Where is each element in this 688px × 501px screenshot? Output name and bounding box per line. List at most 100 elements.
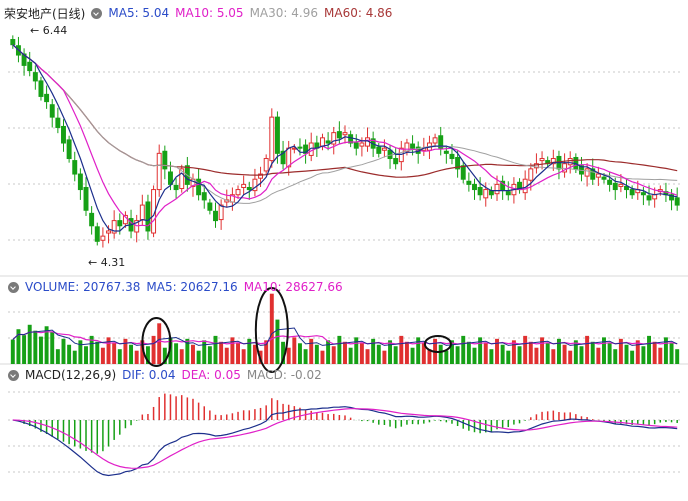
volume-bar bbox=[10, 339, 15, 364]
volume-bar bbox=[207, 346, 212, 364]
volume-bar bbox=[275, 319, 280, 364]
volume-bar bbox=[511, 340, 516, 364]
candle-body bbox=[218, 204, 224, 221]
volume-bar bbox=[185, 338, 190, 364]
volume-bar bbox=[545, 343, 550, 364]
candle-body bbox=[500, 180, 506, 191]
volume-bar bbox=[618, 338, 623, 364]
volume-bar bbox=[112, 343, 117, 364]
candle-body bbox=[410, 143, 416, 149]
volume-bar bbox=[55, 349, 60, 364]
volume-bar bbox=[528, 341, 533, 364]
candle-body bbox=[348, 134, 354, 144]
candle-body bbox=[674, 197, 680, 206]
volume-bar bbox=[337, 335, 342, 364]
candle-body bbox=[49, 104, 55, 118]
candle-body bbox=[652, 194, 658, 200]
volume-bar bbox=[585, 335, 590, 364]
candle-body bbox=[89, 212, 95, 227]
candle-body bbox=[201, 192, 207, 201]
volume-bar bbox=[179, 349, 184, 364]
volume-ma5-label: MA5: 20627.16 bbox=[146, 280, 238, 294]
ma5-label: MA5: 5.04 bbox=[108, 6, 170, 20]
candle-body bbox=[72, 160, 78, 175]
volume-bar bbox=[224, 347, 229, 364]
volume-highlight-ellipse bbox=[423, 335, 452, 353]
volume-bar bbox=[495, 338, 499, 364]
candle-body bbox=[297, 146, 303, 149]
candle-body bbox=[27, 61, 33, 72]
candle-body bbox=[241, 183, 247, 188]
candle-body bbox=[387, 149, 393, 160]
candle-body bbox=[432, 137, 438, 144]
volume-bar bbox=[281, 341, 286, 364]
volume-dropdown-icon[interactable] bbox=[8, 281, 19, 293]
volume-bar bbox=[376, 344, 381, 364]
volume-bar bbox=[410, 347, 415, 364]
candle-body bbox=[550, 158, 556, 165]
dea-label: DEA: 0.05 bbox=[181, 368, 241, 382]
volume-bar bbox=[461, 335, 466, 364]
volume-bar bbox=[151, 335, 156, 364]
candle-body bbox=[139, 204, 145, 221]
volume-bar bbox=[562, 344, 567, 364]
volume-bar bbox=[33, 330, 38, 364]
volume-bar bbox=[590, 341, 595, 364]
macd-dropdown-icon[interactable] bbox=[8, 369, 19, 381]
candle-body bbox=[21, 53, 27, 66]
candle-body bbox=[607, 179, 613, 185]
volume-bar bbox=[100, 347, 105, 364]
candle-body bbox=[32, 72, 38, 82]
candle-body bbox=[83, 186, 89, 211]
volume-bar bbox=[663, 337, 668, 364]
ma10-line bbox=[12, 44, 678, 227]
volume-bar bbox=[669, 343, 674, 364]
candle-body bbox=[94, 226, 100, 242]
volume-bar bbox=[635, 340, 640, 364]
price-header: 荣安地产(日线) MA5: 5.04 MA10: 5.05 MA30: 4.96… bbox=[4, 4, 398, 22]
candle-body bbox=[646, 195, 652, 201]
volume-bar bbox=[106, 337, 111, 364]
volume-bar bbox=[22, 335, 27, 364]
candle-body bbox=[331, 132, 337, 145]
volume-bar bbox=[303, 349, 308, 364]
high-price-value: 6.44 bbox=[42, 24, 68, 37]
candle-body bbox=[381, 147, 387, 151]
volume-bar bbox=[444, 350, 449, 364]
candle-body bbox=[477, 186, 483, 196]
volume-bar bbox=[95, 341, 100, 364]
volume-bar bbox=[89, 335, 94, 364]
volume-bar bbox=[61, 338, 66, 364]
volume-bar bbox=[72, 350, 77, 364]
candle-body bbox=[286, 147, 292, 168]
low-price-value: 4.31 bbox=[100, 256, 126, 269]
volume-bar bbox=[455, 346, 460, 364]
volume-bar bbox=[427, 349, 432, 364]
candle-body bbox=[342, 132, 348, 136]
candle-body bbox=[353, 142, 359, 149]
candle-body bbox=[38, 80, 44, 97]
volume-bar bbox=[252, 344, 257, 364]
volume-bar bbox=[483, 343, 488, 364]
candle-body bbox=[179, 168, 185, 190]
volume-bar bbox=[517, 346, 522, 364]
candle-body bbox=[252, 178, 258, 192]
candle-body bbox=[196, 178, 202, 196]
volume-bar bbox=[264, 340, 269, 364]
volume-bar bbox=[579, 346, 584, 364]
volume-bar bbox=[630, 350, 635, 364]
candle-body bbox=[274, 116, 280, 154]
period-dropdown-icon[interactable] bbox=[91, 7, 103, 19]
candle-body bbox=[376, 146, 382, 154]
candle-body bbox=[584, 168, 590, 177]
volume-bar bbox=[309, 338, 314, 364]
stock-title: 荣安地产(日线) bbox=[4, 6, 86, 21]
volume-bar bbox=[438, 344, 443, 364]
macd-value-label: MACD: -0.02 bbox=[246, 368, 322, 382]
volume-highlight-ellipse bbox=[254, 287, 289, 373]
candle-body bbox=[55, 117, 61, 128]
candle-body bbox=[618, 183, 624, 187]
candle-body bbox=[246, 186, 252, 191]
volume-ma10-label: MA10: 28627.66 bbox=[243, 280, 343, 294]
